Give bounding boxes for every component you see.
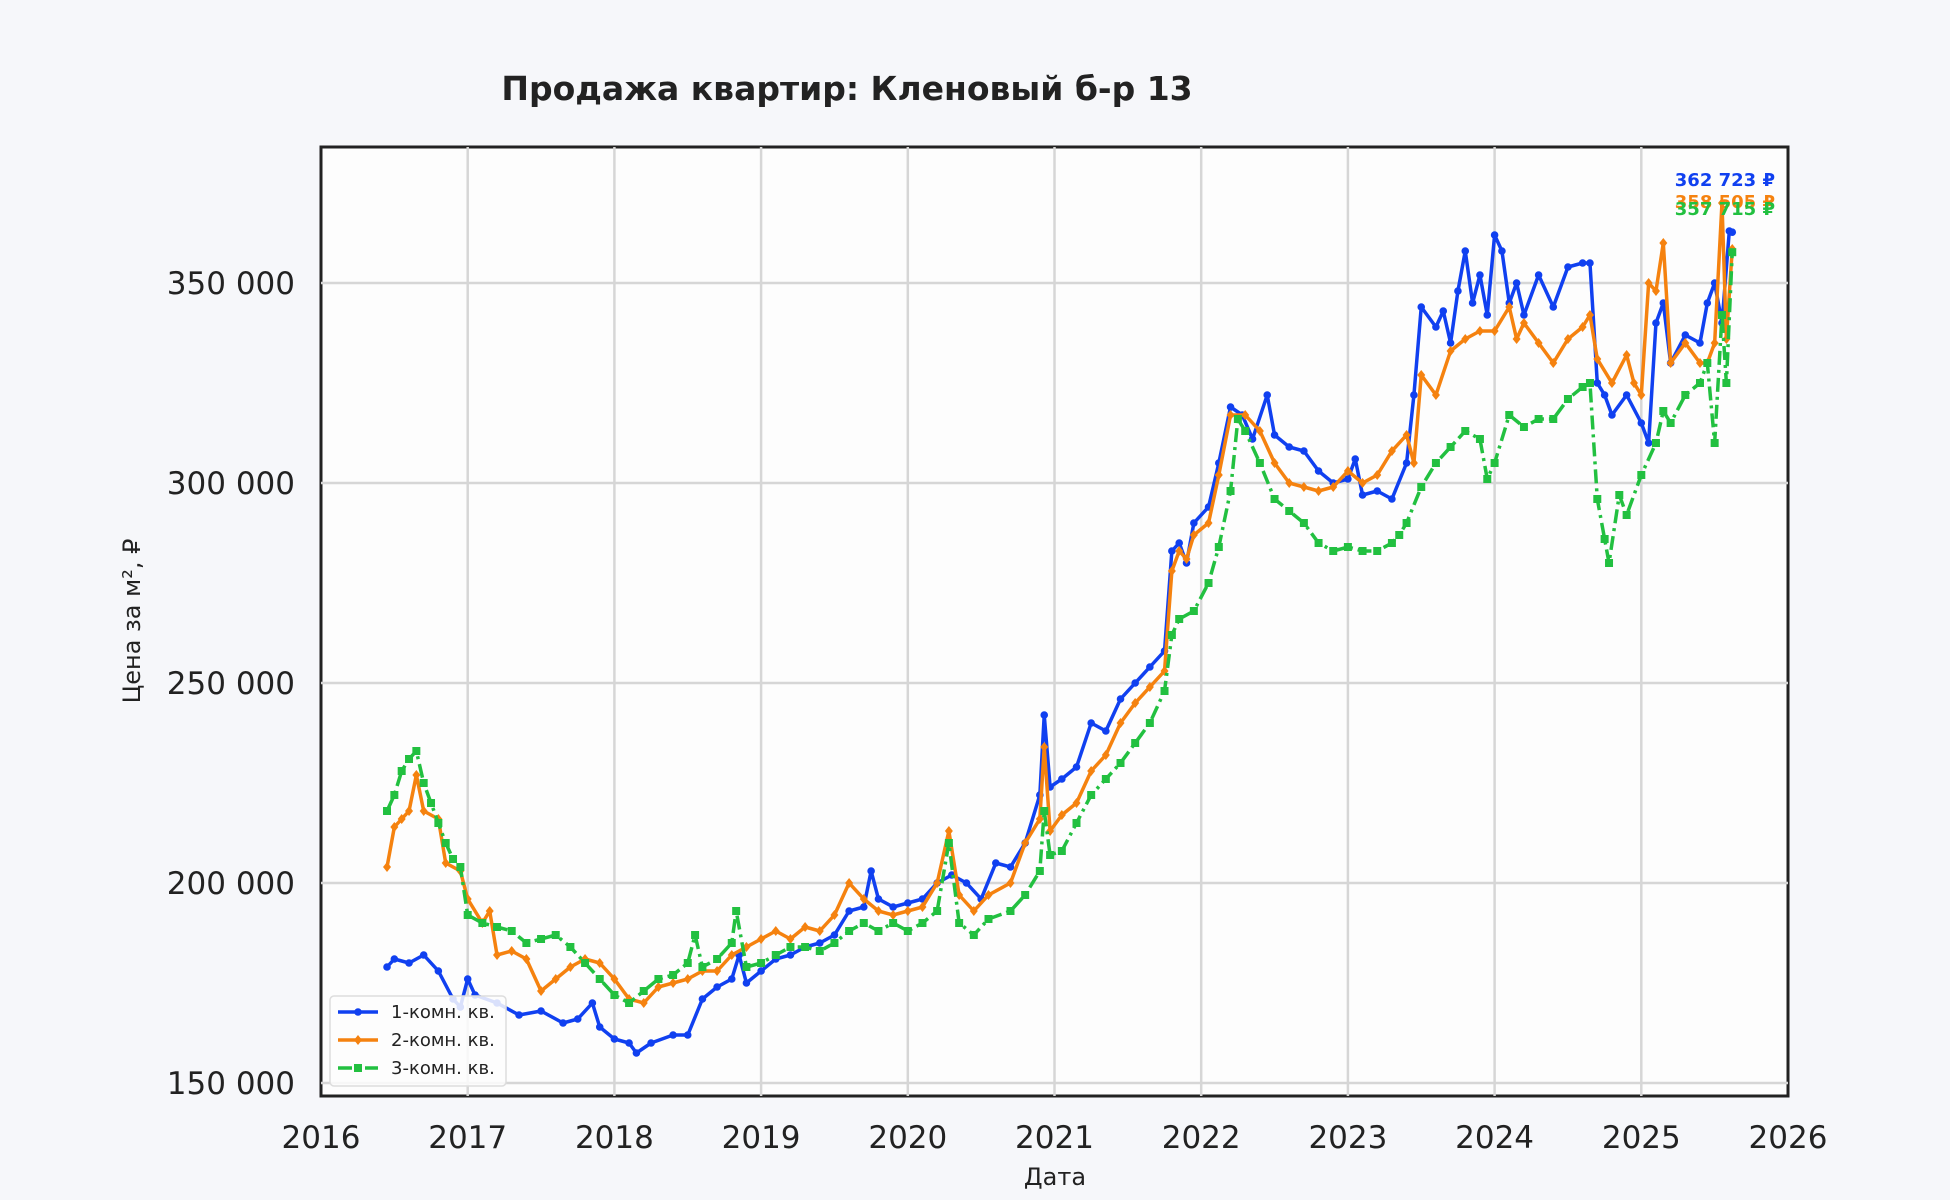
legend-item: 2-комн. кв.	[338, 1030, 495, 1051]
x-tick-label: 2017	[428, 1120, 507, 1156]
x-tick-label: 2019	[722, 1120, 801, 1156]
x-tick-label: 2026	[1749, 1120, 1828, 1156]
end-value-label: 357 715 ₽	[1675, 199, 1775, 220]
y-axis-ticks: 150 000 200 000 250 000 300 000 350 000	[167, 266, 295, 1102]
x-tick-label: 2024	[1455, 1120, 1534, 1156]
legend-item: 1-комн. кв.	[338, 1002, 495, 1023]
x-tick-label: 2020	[868, 1120, 947, 1156]
x-tick-label: 2022	[1162, 1120, 1241, 1156]
x-tick-label: 2018	[575, 1120, 654, 1156]
x-tick-label: 2023	[1308, 1120, 1387, 1156]
y-tick-label: 200 000	[167, 866, 295, 902]
y-axis-label: Цена за м², ₽	[118, 539, 146, 704]
end-value-labels: 362 723 ₽358 505 ₽357 715 ₽	[1675, 170, 1775, 220]
x-axis-ticks: 2016 2017 2018 2019 2020 2021 2022 2023 2024 2025…	[282, 1120, 1828, 1156]
end-value-label: 358 505 ₽	[1675, 192, 1775, 213]
y-tick-label: 300 000	[167, 466, 295, 502]
legend-label: 3-комн. кв.	[391, 1058, 495, 1079]
legend-label: 2-комн. кв.	[391, 1030, 495, 1051]
x-tick-label: 2021	[1015, 1120, 1094, 1156]
y-tick-label: 350 000	[167, 266, 295, 302]
x-axis-label: Дата	[1024, 1163, 1086, 1191]
y-tick-label: 250 000	[167, 666, 295, 702]
end-value-label: 362 723 ₽	[1675, 170, 1775, 191]
legend-item: 3-комн. кв.	[338, 1058, 495, 1079]
legend-label: 1-комн. кв.	[391, 1002, 495, 1023]
legend: 1-комн. кв. 2-комн. кв. 3-комн. кв.	[329, 995, 507, 1087]
chart-title: Продажа квартир: Кленовый б-р 13	[501, 69, 1192, 108]
series-3	[383, 248, 1737, 1007]
y-tick-label: 150 000	[167, 1066, 295, 1102]
x-tick-label: 2016	[282, 1120, 361, 1156]
grid-lines	[321, 147, 1788, 1096]
x-tick-label: 2025	[1602, 1120, 1681, 1156]
series-lines	[383, 198, 1737, 1057]
